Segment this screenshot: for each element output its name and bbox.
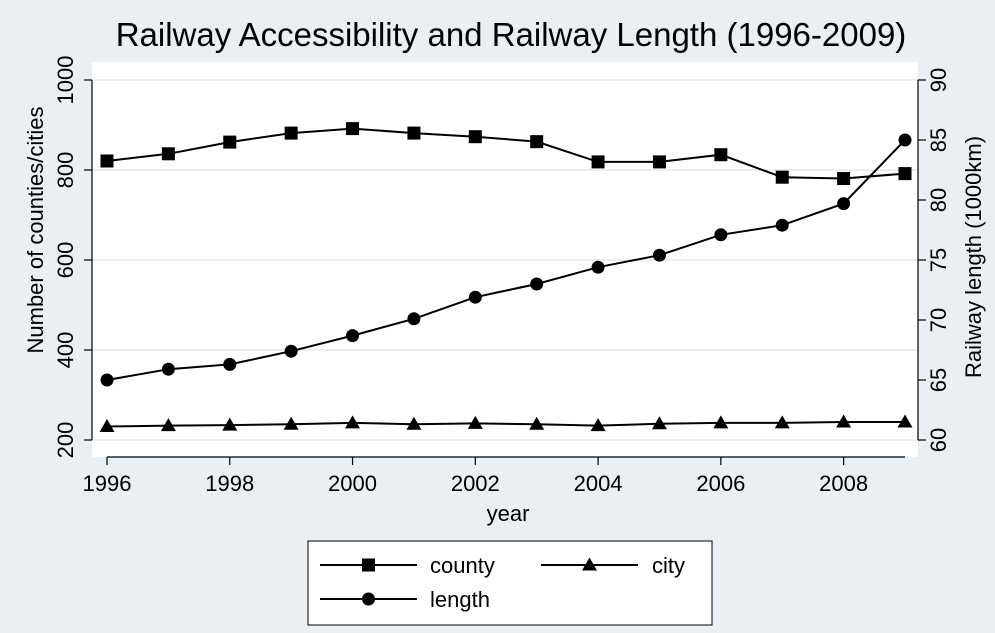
- city-marker: [345, 415, 361, 429]
- left-y-tick-label: 200: [53, 422, 78, 459]
- length-marker: [775, 218, 789, 232]
- x-tick-label: 2004: [574, 471, 623, 496]
- x-tick-label: 2008: [819, 471, 868, 496]
- county-marker: [652, 155, 666, 169]
- length-line: [106, 139, 906, 381]
- x-tick-label: 2000: [328, 471, 377, 496]
- county-marker: [468, 130, 482, 144]
- county-marker: [284, 126, 298, 140]
- length-marker: [100, 373, 114, 387]
- legend-length-marker: [362, 592, 375, 606]
- length-marker: [223, 357, 237, 371]
- city-line: [106, 421, 905, 428]
- right-y-tick-label: 75: [926, 248, 951, 272]
- county-marker: [100, 154, 114, 168]
- left-y-axis-label: Number of counties/cities: [23, 107, 48, 354]
- right-y-tick-label: 60: [926, 428, 951, 452]
- county-marker: [407, 126, 421, 140]
- city-marker: [283, 416, 299, 430]
- length-marker: [346, 329, 360, 343]
- city-marker: [222, 417, 238, 431]
- legend-city-marker: [582, 557, 597, 571]
- x-tick-label: 1998: [205, 471, 254, 496]
- city-marker: [897, 414, 913, 428]
- county-marker: [223, 135, 237, 149]
- county-marker: [530, 135, 544, 149]
- city-marker: [836, 414, 852, 428]
- left-y-tick-label: 800: [53, 152, 78, 189]
- county-marker: [714, 148, 728, 162]
- legend-items: county city length: [320, 553, 685, 612]
- x-tick-label: 2006: [696, 471, 745, 496]
- county-marker: [837, 172, 851, 186]
- city-marker: [529, 416, 545, 430]
- right-y-tick-label: 80: [926, 188, 951, 212]
- length-marker: [837, 197, 851, 211]
- length-marker: [161, 362, 175, 376]
- right-y-axis-label: Railway length (1000km): [961, 136, 986, 378]
- length-marker: [468, 290, 482, 304]
- city-marker: [651, 416, 667, 430]
- x-axis-label: year: [487, 501, 530, 526]
- city-marker: [774, 415, 790, 429]
- legend-box: [307, 540, 713, 626]
- county-line: [106, 127, 906, 180]
- legend-county-label: county: [430, 553, 495, 578]
- county-marker: [898, 167, 912, 181]
- left-y-tick-label: 400: [53, 332, 78, 369]
- right-y-tick-label: 90: [926, 68, 951, 92]
- x-tick-label: 1996: [83, 471, 132, 496]
- city-marker: [467, 415, 483, 429]
- legend-length-label: length: [430, 587, 490, 612]
- legend-county-marker: [362, 558, 375, 572]
- length-marker: [284, 344, 298, 358]
- length-marker: [591, 260, 605, 274]
- legend-city-label: city: [652, 553, 685, 578]
- city-marker: [99, 419, 115, 432]
- county-marker: [161, 147, 175, 161]
- city-marker: [406, 416, 422, 430]
- legend: county city length: [307, 540, 713, 626]
- length-marker: [898, 133, 912, 147]
- left-y-tick-label: 1000: [53, 56, 78, 105]
- left-y-tick-label: 600: [53, 242, 78, 279]
- length-marker: [530, 277, 544, 291]
- city-marker: [160, 418, 176, 432]
- gridlines: [92, 79, 918, 441]
- county-marker: [346, 122, 360, 136]
- x-tick-label: 2002: [451, 471, 500, 496]
- length-marker: [652, 248, 666, 262]
- city-marker: [713, 415, 729, 429]
- length-marker: [714, 228, 728, 242]
- county-marker: [775, 170, 789, 184]
- right-y-tick-label: 70: [926, 308, 951, 332]
- axes: 200 400 600 800 1000 60 65 70 75 80 85 90 1996 1998 20…: [53, 56, 951, 496]
- chart-title: Railway Accessibility and Railway Length…: [116, 16, 907, 53]
- county-marker: [591, 155, 605, 169]
- right-y-tick-label: 85: [926, 128, 951, 152]
- city-marker: [590, 418, 606, 432]
- length-marker: [407, 312, 421, 326]
- series-group: [99, 122, 913, 432]
- right-y-tick-label: 65: [926, 368, 951, 392]
